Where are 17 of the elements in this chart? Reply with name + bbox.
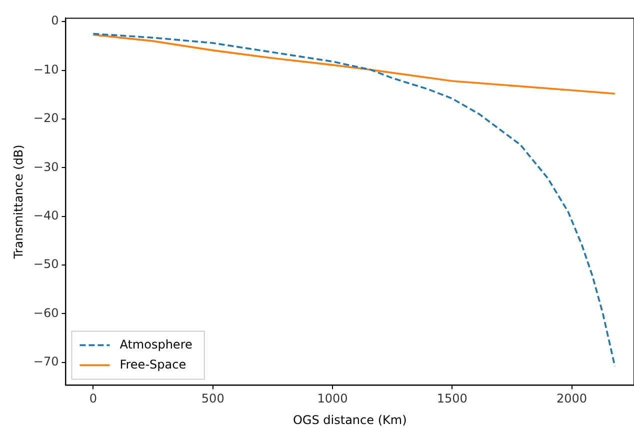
y-tick-label: −50 bbox=[33, 257, 59, 272]
legend-label: Free-Space bbox=[120, 357, 186, 372]
x-tick-label: 0 bbox=[89, 392, 98, 406]
y-tick-label: −20 bbox=[33, 111, 59, 126]
y-tick-label: 0 bbox=[51, 14, 59, 28]
legend-label: Atmosphere bbox=[120, 337, 192, 352]
x-tick-label: 500 bbox=[201, 392, 224, 406]
x-tick-label: 1000 bbox=[317, 392, 348, 406]
x-tick-label: 1500 bbox=[436, 392, 468, 406]
x-axis-title: OGS distance (Km) bbox=[292, 412, 407, 427]
y-axis-title: Transmittance (dB) bbox=[11, 144, 26, 260]
y-tick-label: −70 bbox=[33, 354, 59, 368]
y-tick-label: −40 bbox=[33, 208, 59, 222]
y-tick-label: −10 bbox=[33, 62, 59, 76]
y-tick-label: −60 bbox=[33, 306, 59, 320]
y-tick-label: −30 bbox=[33, 160, 59, 174]
x-tick-label: 2000 bbox=[556, 392, 588, 406]
